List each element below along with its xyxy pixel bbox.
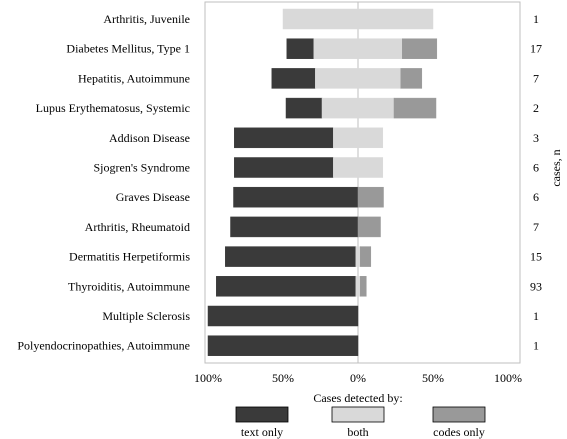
case-count-label: 6 <box>533 190 539 204</box>
category-label: Arthritis, Rheumatoid <box>85 220 190 234</box>
case-count-label: 15 <box>530 250 542 264</box>
bar-codes-only-graves-disease <box>357 186 384 208</box>
legend-swatch-codes-only <box>432 406 486 423</box>
case-count-label: 17 <box>530 42 542 56</box>
case-count-label: 7 <box>533 71 539 85</box>
bar-text-only-addison-disease <box>234 127 334 149</box>
legend-label-text-only: text only <box>241 425 283 439</box>
category-label: Multiple Sclerosis <box>102 309 190 323</box>
case-count-label: 1 <box>533 309 539 323</box>
x-tick-label: 100% <box>494 371 522 385</box>
case-count-label: 7 <box>533 220 539 234</box>
bar-both-diabetes-mellitus-type-1 <box>313 38 403 59</box>
category-label: Sjogren's Syndrome <box>94 161 191 175</box>
x-tick-label: 50% <box>422 371 444 385</box>
legend-label-both: both <box>347 425 368 439</box>
case-count-label: 3 <box>533 131 539 145</box>
bar-codes-only-thyroiditis-autoimmune <box>360 276 367 297</box>
legend-label-codes-only: codes only <box>433 425 485 439</box>
category-label: Thyroiditis, Autoimmune <box>68 279 190 293</box>
bar-both-lupus-erythematosus-systemic <box>321 97 395 119</box>
case-count-label: 93 <box>530 279 542 293</box>
bar-text-only-sjogren-s-syndrome <box>234 157 334 178</box>
case-count-label: 6 <box>533 161 539 175</box>
case-count-label: 1 <box>533 339 539 353</box>
legend: text only both codes only <box>235 406 486 439</box>
category-labels: Arthritis, Juvenile Diabetes Mellitus, Ty… <box>17 12 190 353</box>
bar-both-dermatitis-herpetiformis <box>355 246 361 267</box>
category-label: Dermatitis Herpetiformis <box>69 250 190 264</box>
case-count-label: 2 <box>533 101 539 115</box>
bar-text-only-graves-disease <box>233 186 359 208</box>
legend-swatch-text-only <box>235 406 289 423</box>
category-label: Lupus Erythematosus, Systemic <box>36 101 190 115</box>
bar-text-only-thyroiditis-autoimmune <box>216 276 357 297</box>
right-axis-label: cases, n <box>549 149 563 186</box>
x-tick-label: 100% <box>194 371 222 385</box>
x-tick-labels: 100% 50% 0% 50% 100% <box>194 371 522 385</box>
case-count-labels: 1 17 7 2 3 6 6 7 15 93 1 1 <box>530 12 542 353</box>
bar-codes-only-lupus-erythematosus-systemic <box>393 97 437 119</box>
bar-both-sjogren-s-syndrome <box>333 157 384 178</box>
category-label: Polyendocrinopathies, Autoimmune <box>17 339 190 353</box>
category-label: Arthritis, Juvenile <box>103 12 190 26</box>
bar-text-only-polyendocrinopathies-autoimmune <box>207 335 359 356</box>
bar-codes-only-hepatitis-autoimmune <box>400 68 423 89</box>
legend-swatch-both <box>331 406 385 423</box>
case-count-label: 1 <box>533 12 539 26</box>
x-axis-label: Cases detected by: <box>313 391 402 405</box>
bars-layer <box>207 8 438 356</box>
bar-text-only-arthritis-rheumatoid <box>230 216 359 238</box>
bar-both-thyroiditis-autoimmune <box>355 276 361 297</box>
category-label: Hepatitis, Autoimmune <box>78 71 190 85</box>
bar-text-only-diabetes-mellitus-type-1 <box>286 38 315 59</box>
bar-codes-only-dermatitis-herpetiformis <box>360 246 372 267</box>
bar-both-addison-disease <box>333 127 384 149</box>
x-tick-label: 0% <box>350 371 366 385</box>
category-label: Graves Disease <box>116 190 190 204</box>
plot-frame <box>204 1 521 364</box>
bar-both-arthritis-juvenile <box>282 8 434 30</box>
bar-codes-only-diabetes-mellitus-type-1 <box>402 38 438 59</box>
bar-text-only-hepatitis-autoimmune <box>271 68 316 89</box>
bar-text-only-lupus-erythematosus-systemic <box>285 97 323 119</box>
category-label: Addison Disease <box>109 131 190 145</box>
x-tick-label: 50% <box>272 371 294 385</box>
category-label: Diabetes Mellitus, Type 1 <box>66 42 190 56</box>
bar-both-hepatitis-autoimmune <box>315 68 402 89</box>
bar-codes-only-arthritis-rheumatoid <box>357 216 381 238</box>
bar-text-only-dermatitis-herpetiformis <box>225 246 357 267</box>
bar-text-only-multiple-sclerosis <box>207 305 359 327</box>
